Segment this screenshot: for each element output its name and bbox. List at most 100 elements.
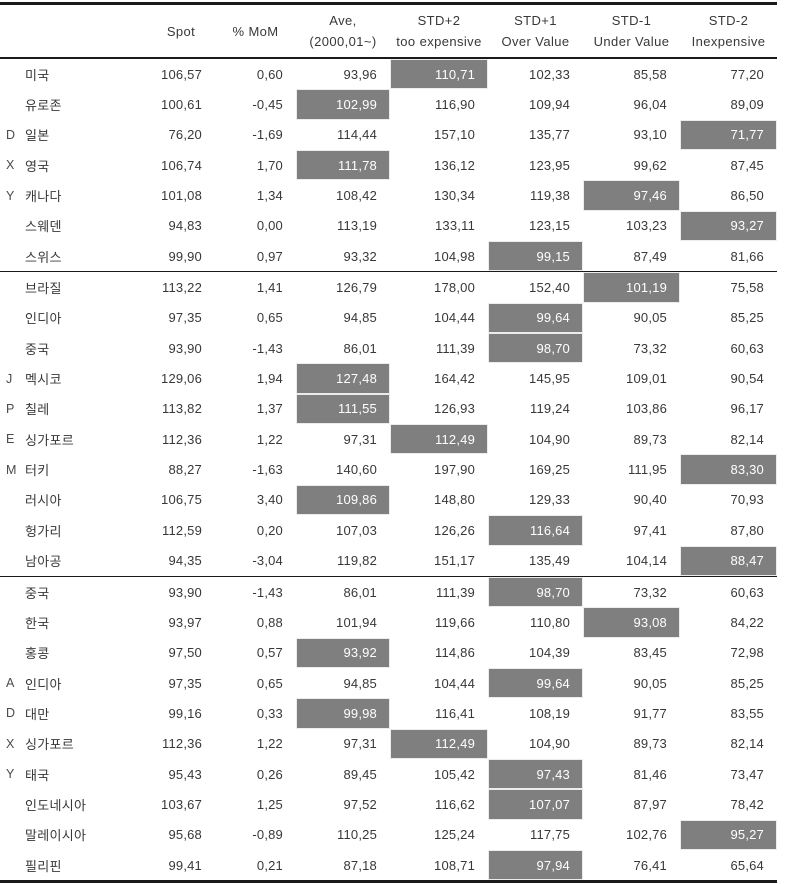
std_m1-value: 111,95 bbox=[627, 462, 667, 478]
std_m2-value-highlighted: 88,47 bbox=[680, 545, 777, 577]
spot-value: 94,35 bbox=[168, 553, 202, 569]
spot-value: 101,08 bbox=[161, 188, 202, 204]
row-label-cell: X 영국 bbox=[0, 150, 147, 180]
ave-value: 89,45 bbox=[343, 766, 377, 782]
std_p2-value-highlighted: 112,49 bbox=[390, 424, 488, 455]
std_p1-value: 108,19 bbox=[529, 705, 570, 721]
spot-value: 93,90 bbox=[168, 340, 202, 356]
row-label-cell: D 대만 bbox=[0, 698, 147, 728]
std_p2-value: 104,98 bbox=[434, 248, 475, 264]
std_p1-value-highlighted: 99,64 bbox=[488, 302, 583, 334]
group-index-letter: D bbox=[6, 127, 16, 142]
spot-value: 106,75 bbox=[161, 492, 202, 508]
std_p1-value-highlighted: 97,94 bbox=[488, 849, 583, 882]
std_m2-value: 81,66 bbox=[730, 248, 764, 264]
row-label-cell: 한국 bbox=[0, 607, 147, 637]
ave-value: 86,01 bbox=[343, 340, 377, 356]
country-name: 중국 bbox=[25, 585, 50, 601]
mom-value: -1,43 bbox=[252, 340, 283, 356]
ave-value-highlighted: 127,48 bbox=[296, 363, 390, 394]
std_m2-value: 82,14 bbox=[730, 736, 764, 752]
country-name: 싱가포르 bbox=[25, 432, 75, 448]
mom-value: 1,70 bbox=[256, 157, 283, 173]
row-label-cell: 미국 bbox=[0, 58, 147, 89]
table-header: Spot % MoM Ave, (2000,01~) STD+2 too expensiv… bbox=[0, 3, 777, 59]
country-name: 스위스 bbox=[25, 249, 62, 265]
std_p2-value-highlighted: 112,49 bbox=[390, 728, 488, 759]
country-name: 싱가포르 bbox=[25, 737, 75, 753]
row-label-cell: 필리핀 bbox=[0, 850, 147, 882]
table-row: E 싱가포르 112,36 1,22 97,31 112,49 104,90 89,73 82,… bbox=[0, 424, 777, 455]
std_p2-value-highlighted: 110,71 bbox=[390, 58, 488, 90]
mom-value: 0,65 bbox=[256, 675, 283, 691]
table-row: X 싱가포르 112,36 1,22 97,31 112,49 104,90 89,73 82,… bbox=[0, 728, 777, 759]
std_m1-value: 76,41 bbox=[633, 857, 667, 873]
table-group-JPEM: 브라질 113,22 1,41 126,79 178,00 152,40 101,19 75,… bbox=[0, 271, 777, 577]
ave-value-highlighted: 93,92 bbox=[296, 637, 390, 668]
row-label-cell: 인디아 bbox=[0, 303, 147, 333]
std_p2-value: 126,93 bbox=[434, 401, 475, 417]
std_p1-value: 123,15 bbox=[529, 218, 570, 234]
country-name: 미국 bbox=[25, 67, 50, 83]
std_p2-value: 130,34 bbox=[434, 188, 475, 204]
table-row: 한국 93,97 0,88 101,94 119,66 110,80 93,08 84,22 bbox=[0, 607, 777, 638]
table-row: M 터키 88,27 -1,63 140,60 197,90 169,25 111,95 83,… bbox=[0, 454, 777, 485]
std_p1-value: 110,80 bbox=[530, 614, 570, 630]
mom-value: 0,60 bbox=[256, 66, 283, 82]
ave-value: 114,44 bbox=[337, 127, 377, 143]
std_p1-value: 104,39 bbox=[529, 645, 570, 661]
mom-value: 1,22 bbox=[256, 736, 283, 752]
column-header-std_p2: STD+2 too expensive bbox=[390, 3, 488, 59]
table-row: P 칠레 113,82 1,37 111,55 126,93 119,24 103,86 96,… bbox=[0, 393, 777, 425]
table-row: 필리핀 99,41 0,21 87,18 108,71 97,94 76,41 65,64 bbox=[0, 849, 777, 882]
mom-value: 0,26 bbox=[256, 766, 283, 782]
spot-value: 106,57 bbox=[161, 66, 202, 82]
column-header-line2: too expensive bbox=[396, 34, 482, 49]
ave-value: 126,79 bbox=[336, 280, 377, 296]
country-name: 태국 bbox=[25, 767, 50, 783]
spot-value: 93,97 bbox=[168, 614, 202, 630]
mom-value: 1,22 bbox=[256, 431, 283, 447]
ave-value: 107,03 bbox=[336, 522, 377, 538]
row-label-cell: A 인디아 bbox=[0, 668, 147, 698]
country-name: 인디아 bbox=[25, 676, 62, 692]
std_m1-value: 83,45 bbox=[633, 645, 667, 661]
std_p1-value: 102,33 bbox=[529, 66, 570, 82]
mom-value: 1,25 bbox=[256, 796, 283, 812]
std_m1-value: 90,05 bbox=[633, 310, 667, 326]
group-index-letter: P bbox=[6, 401, 15, 416]
std_m2-value: 89,09 bbox=[730, 97, 764, 113]
ave-value: 108,42 bbox=[336, 188, 377, 204]
std_p1-value: 104,90 bbox=[529, 431, 570, 447]
column-header-label bbox=[0, 3, 147, 59]
std_m2-value: 60,63 bbox=[730, 340, 764, 356]
std_m1-value: 103,86 bbox=[626, 401, 667, 417]
spot-value: 103,67 bbox=[161, 796, 202, 812]
column-header-line1: STD-1 bbox=[611, 13, 652, 28]
ave-value: 93,96 bbox=[343, 66, 377, 82]
std_m2-value-highlighted: 71,77 bbox=[680, 119, 777, 151]
std_p1-value: 119,38 bbox=[530, 188, 570, 204]
country-name: 스웨덴 bbox=[25, 219, 62, 235]
column-header-line1: STD-2 bbox=[708, 13, 749, 28]
spot-value: 99,16 bbox=[168, 705, 202, 721]
ave-value: 93,32 bbox=[343, 248, 377, 264]
table-row: 말레이시아 95,68 -0,89 110,25 125,24 117,75 102,76 9… bbox=[0, 819, 777, 850]
table-row: 유로존 100,61 -0,45 102,99 116,90 109,94 96,04 89,… bbox=[0, 89, 777, 120]
table-row: 홍콩 97,50 0,57 93,92 114,86 104,39 83,45 72,98 bbox=[0, 637, 777, 668]
std_p2-value: 116,41 bbox=[435, 705, 475, 721]
spot-value: 95,43 bbox=[168, 766, 202, 782]
std_m2-value: 83,55 bbox=[730, 705, 764, 721]
column-header-std_p1: STD+1 Over Value bbox=[488, 3, 583, 59]
std_p2-value: 108,71 bbox=[434, 857, 475, 873]
std_p2-value: 116,62 bbox=[435, 796, 475, 812]
std_m2-value-highlighted: 83,30 bbox=[680, 454, 777, 485]
std_p1-value-highlighted: 99,15 bbox=[488, 241, 583, 272]
ave-value: 110,25 bbox=[337, 827, 377, 843]
table-row: 스위스 99,90 0,97 93,32 104,98 99,15 87,49 81,66 bbox=[0, 241, 777, 272]
country-name: 필리핀 bbox=[25, 858, 62, 874]
std_p1-value: 123,95 bbox=[529, 157, 570, 173]
std_m2-value: 60,63 bbox=[730, 584, 764, 600]
mom-value: 0,20 bbox=[256, 522, 283, 538]
